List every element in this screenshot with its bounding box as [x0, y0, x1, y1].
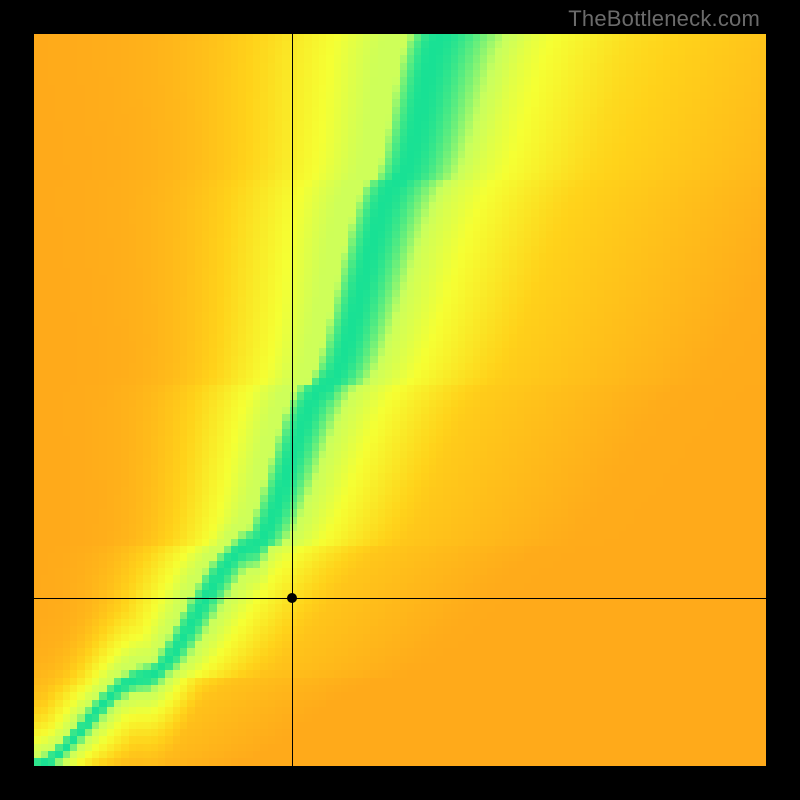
plot-area — [34, 34, 766, 766]
chart-container: TheBottleneck.com — [0, 0, 800, 800]
crosshair-vertical — [292, 34, 293, 766]
crosshair-marker-dot — [287, 593, 297, 603]
watermark-text: TheBottleneck.com — [568, 6, 760, 32]
crosshair-horizontal — [34, 598, 766, 599]
heatmap-canvas — [34, 34, 766, 766]
